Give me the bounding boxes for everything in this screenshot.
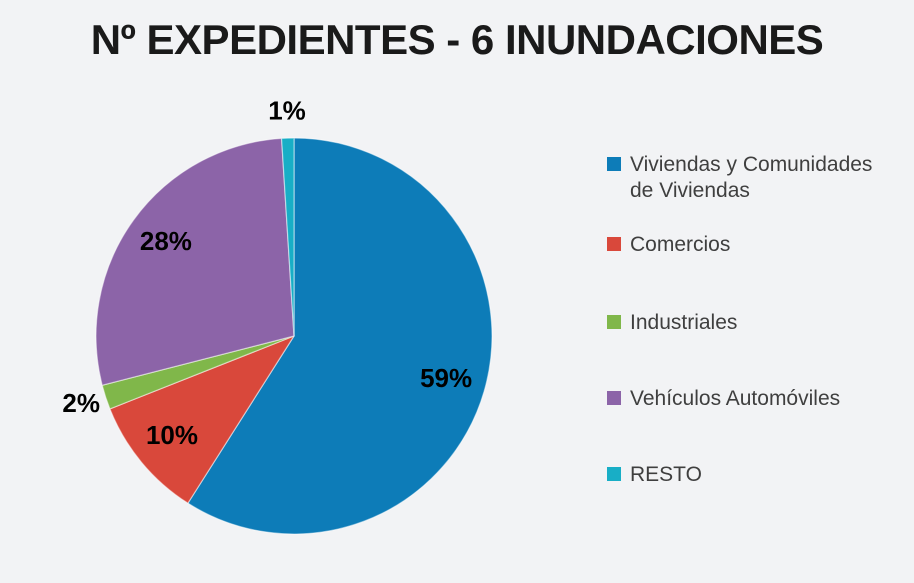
chart-title: Nº EXPEDIENTES - 6 INUNDACIONES xyxy=(90,16,824,63)
pie-slice-comercios xyxy=(109,335,295,504)
legend-item-viviendas-y-comunidades-de-viviendas: Viviendas y Comunidades de Viviendas xyxy=(607,152,907,204)
legend-label-vehiculos-automoviles: Vehículos Automóviles xyxy=(630,387,841,410)
legend-swatch-industriales xyxy=(607,315,621,329)
pie-label-vehiculos-automoviles: 28% xyxy=(140,226,192,256)
legend-label-viviendas-y-comunidades-de-viviendas: Viviendas y Comunidades de Viviendas xyxy=(630,153,873,202)
legend: Viviendas y Comunidades de Viviendas Come… xyxy=(607,152,907,488)
legend-item-resto: RESTO xyxy=(607,462,907,488)
pie-label-comercios: 10% xyxy=(146,420,198,450)
pie-slice-resto xyxy=(280,137,295,337)
pie-label-viviendas-y-comunidades-de-viviendas: 59% xyxy=(420,363,472,393)
pie-label-industriales: 2% xyxy=(62,388,100,418)
legend-swatch-resto xyxy=(607,467,621,481)
legend-swatch-viviendas-y-comunidades-de-viviendas xyxy=(607,157,621,171)
legend-item-industriales: Industriales xyxy=(607,310,907,336)
legend-label-comercios: Comercios xyxy=(630,233,731,256)
legend-item-comercios: Comercios xyxy=(607,232,907,258)
pie-label-resto: 1% xyxy=(268,95,306,125)
legend-swatch-comercios xyxy=(607,237,621,251)
pie-slice-vehiculos-automoviles xyxy=(95,137,295,386)
pie-slice-viviendas-y-comunidades-de-viviendas xyxy=(187,137,493,535)
legend-label-industriales: Industriales xyxy=(630,311,738,334)
legend-label-resto: RESTO xyxy=(630,463,702,486)
legend-item-vehiculos-automoviles: Vehículos Automóviles xyxy=(607,386,907,412)
legend-swatch-vehiculos-automoviles xyxy=(607,391,621,405)
